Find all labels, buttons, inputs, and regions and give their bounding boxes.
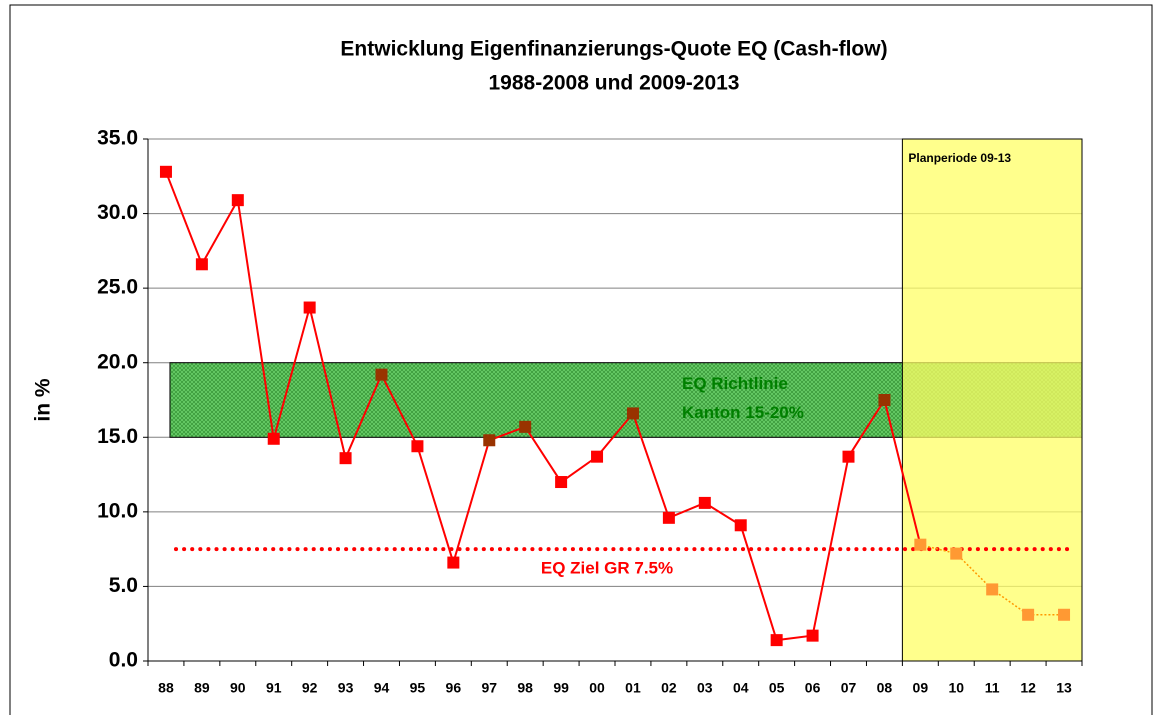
y-tick-label: 20.0 xyxy=(97,350,138,373)
marker xyxy=(842,450,855,463)
x-tick-label: 02 xyxy=(661,680,677,696)
marker xyxy=(626,407,639,420)
y-axis-label: in % xyxy=(32,378,55,421)
x-tick-label: 97 xyxy=(481,680,497,696)
plan-period xyxy=(901,138,1083,662)
marker xyxy=(231,194,244,207)
marker xyxy=(483,434,496,447)
line-plan xyxy=(920,543,1065,616)
x-tick-label: 90 xyxy=(230,680,246,696)
x-tick-label: 01 xyxy=(625,680,641,696)
marker xyxy=(662,511,675,524)
x-tick-label: 06 xyxy=(805,680,821,696)
y-tick-label: 25.0 xyxy=(97,276,138,299)
x-tick-label: 93 xyxy=(338,680,354,696)
marker xyxy=(519,420,532,433)
marker xyxy=(698,496,711,509)
chart-title: Entwicklung Eigenfinanzierungs-Quote EQ … xyxy=(340,38,887,61)
chart-title: 1988-2008 und 2009-2013 xyxy=(488,72,739,95)
marker xyxy=(770,634,783,647)
x-tick-label: 03 xyxy=(697,680,713,696)
y-tick-label: 10.0 xyxy=(97,499,138,522)
marker xyxy=(303,301,316,314)
x-tick-label: 89 xyxy=(194,680,210,696)
marker xyxy=(195,258,208,271)
plan-period-label: Planperiode 09-13 xyxy=(908,151,1011,165)
target-label: EQ Ziel GR 7.5% xyxy=(541,559,673,578)
y-tick-label: 15.0 xyxy=(97,425,138,448)
marker xyxy=(447,556,460,569)
x-tick-label: 00 xyxy=(589,680,605,696)
x-tick-label: 05 xyxy=(769,680,785,696)
guideline-label: EQ Richtlinie xyxy=(682,374,788,393)
marker xyxy=(950,547,963,560)
marker xyxy=(1058,608,1071,621)
x-tick-label: 92 xyxy=(302,680,318,696)
marker xyxy=(411,440,424,453)
marker xyxy=(159,165,172,178)
x-tick-label: 10 xyxy=(948,680,964,696)
x-tick-label: 07 xyxy=(841,680,857,696)
x-tick-label: 04 xyxy=(733,680,749,696)
marker xyxy=(375,368,388,381)
marker xyxy=(734,519,747,532)
marker xyxy=(878,394,891,406)
y-tick-label: 5.0 xyxy=(109,574,138,597)
marker xyxy=(267,432,280,445)
line-history xyxy=(165,171,922,642)
x-tick-label: 11 xyxy=(985,680,1000,696)
x-tick-label: 09 xyxy=(913,680,929,696)
marker xyxy=(555,476,568,489)
x-tick-label: 13 xyxy=(1056,680,1072,696)
y-tick-label: 30.0 xyxy=(97,201,138,224)
marker xyxy=(986,583,999,596)
marker xyxy=(1022,608,1035,621)
x-tick-label: 08 xyxy=(877,680,893,696)
x-tick-label: 95 xyxy=(410,680,426,696)
x-tick-label: 88 xyxy=(158,680,174,696)
x-tick-label: 91 xyxy=(266,680,282,696)
marker xyxy=(339,452,352,465)
y-tick-label: 0.0 xyxy=(109,649,138,672)
guideline-label: Kanton 15-20% xyxy=(682,403,804,422)
x-tick-label: 94 xyxy=(374,680,390,696)
marker xyxy=(914,538,927,551)
y-tick-label: 35.0 xyxy=(97,127,138,150)
marker xyxy=(591,450,604,463)
x-tick-label: 12 xyxy=(1020,680,1036,696)
x-tick-label: 99 xyxy=(553,680,569,696)
marker xyxy=(806,629,819,642)
x-tick-label: 98 xyxy=(517,680,533,696)
x-tick-label: 96 xyxy=(446,680,462,696)
